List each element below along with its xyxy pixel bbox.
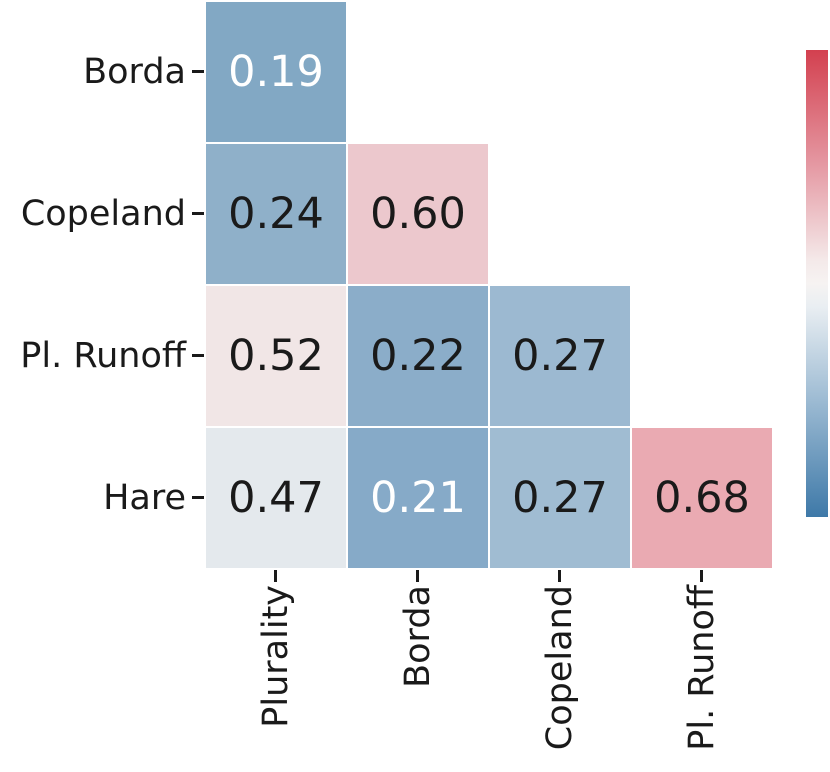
cell-pl-runoff-copeland: 0.27 bbox=[490, 286, 630, 426]
y-tick-label-hare: Hare bbox=[103, 478, 186, 518]
cell-hare-pl-runoff: 0.68 bbox=[632, 428, 772, 568]
y-tick-mark bbox=[192, 212, 204, 215]
y-tick-label-borda: Borda bbox=[83, 52, 186, 92]
cell-hare-plurality: 0.47 bbox=[206, 428, 346, 568]
y-tick-mark bbox=[192, 496, 204, 499]
masked-cell bbox=[632, 286, 772, 426]
x-tick-label-plurality: Plurality bbox=[256, 585, 296, 728]
masked-cell bbox=[632, 144, 772, 284]
cell-hare-copeland: 0.27 bbox=[490, 428, 630, 568]
x-tick-mark bbox=[416, 570, 419, 582]
y-tick-label-copeland: Copeland bbox=[20, 194, 186, 234]
cell-hare-borda: 0.21 bbox=[348, 428, 488, 568]
heatmap-grid: 0.19 0.24 0.60 0.52 0.22 0.27 0.47 0.21 0.27 0.68 bbox=[206, 2, 772, 568]
masked-cell bbox=[348, 2, 488, 142]
cell-copeland-plurality: 0.24 bbox=[206, 144, 346, 284]
masked-cell bbox=[632, 2, 772, 142]
y-tick-mark bbox=[192, 354, 204, 357]
x-tick-mark bbox=[700, 570, 703, 582]
y-tick-mark bbox=[192, 70, 204, 73]
x-tick-label-borda: Borda bbox=[398, 585, 438, 688]
x-tick-mark bbox=[274, 570, 277, 582]
x-tick-label-copeland: Copeland bbox=[540, 585, 580, 751]
cell-borda-plurality: 0.19 bbox=[206, 2, 346, 142]
cell-pl-runoff-plurality: 0.52 bbox=[206, 286, 346, 426]
masked-cell bbox=[490, 144, 630, 284]
colorbar bbox=[806, 50, 828, 517]
cell-copeland-borda: 0.60 bbox=[348, 144, 488, 284]
x-tick-label-pl-runoff: Pl. Runoff bbox=[682, 585, 722, 751]
y-tick-label-pl-runoff: Pl. Runoff bbox=[20, 336, 186, 376]
masked-cell bbox=[490, 2, 630, 142]
cell-pl-runoff-borda: 0.22 bbox=[348, 286, 488, 426]
x-tick-mark bbox=[558, 570, 561, 582]
